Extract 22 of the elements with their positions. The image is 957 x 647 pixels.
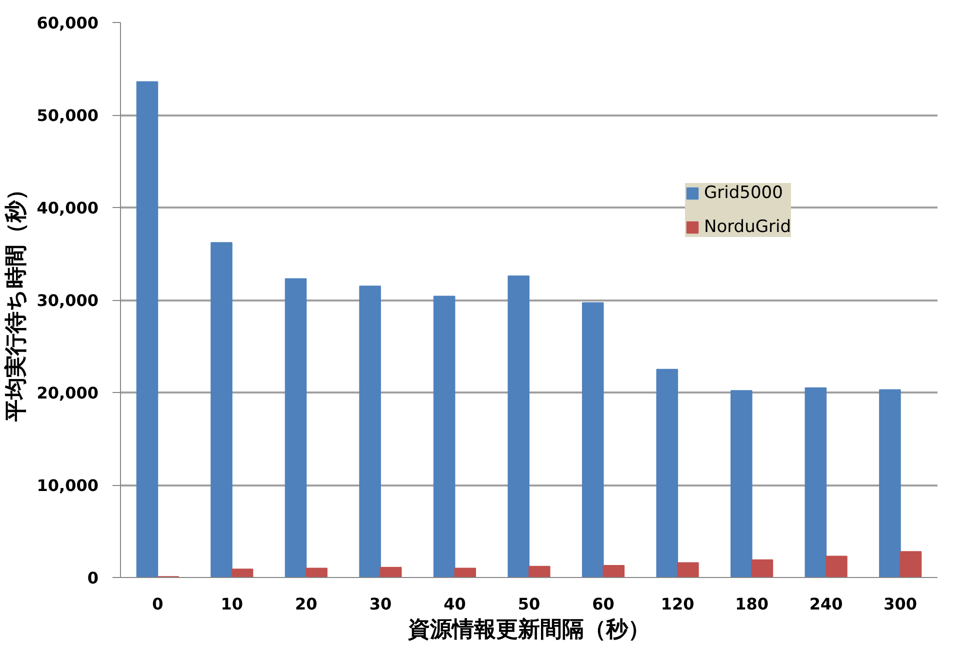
legend-label: Grid5000	[704, 183, 783, 203]
x-tick-label: 20	[295, 594, 318, 614]
legend-label: NorduGrid	[704, 217, 792, 237]
y-tick-label: 30,000	[36, 291, 99, 310]
x-tick-label: 0	[152, 594, 164, 614]
y-tick-label: 40,000	[36, 198, 99, 218]
y-tick-label: 0	[87, 568, 99, 588]
y-tick-label: 10,000	[36, 476, 99, 495]
x-tick-label: 10	[220, 594, 244, 614]
x-tick-label: 50	[518, 594, 540, 614]
x-tick-label: 40	[444, 594, 466, 614]
x-tick-label: 300	[884, 594, 918, 614]
x-axis-title: 資源情報更新間隔（秒）	[407, 616, 650, 642]
x-tick-label: 60	[592, 594, 614, 614]
x-tick-label: 30	[369, 594, 392, 614]
y-tick-label: 20,000	[36, 384, 99, 402]
y-tick-label: 50,000	[36, 106, 99, 125]
y-tick-label: 60,000	[36, 14, 99, 32]
x-tick-label: 180	[735, 594, 769, 614]
y-axis-title: 平均実行待ち時間（秒）	[2, 178, 29, 422]
x-tick-label: 120	[660, 594, 694, 614]
x-tick-label: 240	[809, 594, 843, 614]
